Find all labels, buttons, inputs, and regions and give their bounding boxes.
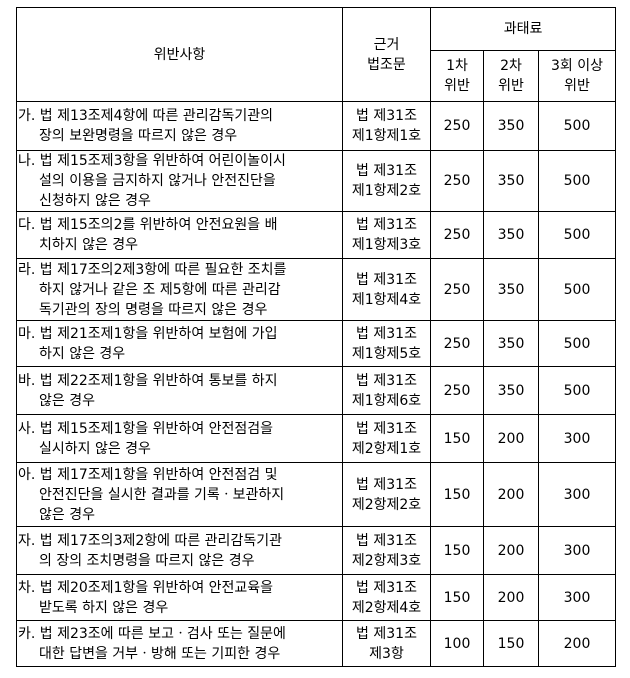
fine-second: 200 (483, 526, 539, 575)
fine-second: 200 (483, 414, 539, 463)
header-fine: 과태료 (429, 7, 617, 51)
fine-second: 200 (483, 574, 539, 621)
header-third: 3회 이상 위반 (537, 50, 617, 102)
table-row: 라. 법 제17조의2제3항에 따른 필요한 조치를 하지 않거나 같은 조 제5… (16, 258, 617, 321)
fine-third: 500 (537, 366, 617, 415)
law-cell: 법 제31조 제1항제5호 (342, 320, 431, 367)
violation-cell: 가. 법 제13조제4항에 따른 관리감독기관의 장의 보완명령을 따르지 않은 … (16, 101, 343, 151)
fine-first: 150 (430, 414, 484, 463)
fine-third: 500 (537, 258, 617, 321)
law-cell: 법 제31조 제2항제1호 (342, 414, 431, 463)
fine-first: 150 (430, 526, 484, 575)
violation-cell: 마. 법 제21조제1항을 위반하여 보험에 가입 하지 않은 경우 (16, 320, 343, 367)
fine-third: 300 (537, 526, 617, 575)
table-row: 마. 법 제21조제1항을 위반하여 보험에 가입 하지 않은 경우 법 제31조 제… (16, 320, 617, 367)
table-row: 사. 법 제15조제1항을 위반하여 안전점검을 실시하지 않은 경우 법 제31조… (16, 414, 617, 463)
header-second: 2차 위반 (483, 50, 539, 102)
fine-first: 150 (430, 574, 484, 621)
law-cell: 법 제31조 제2항제2호 (342, 462, 431, 527)
fine-second: 350 (483, 366, 539, 415)
fine-first: 250 (430, 211, 484, 259)
fine-second: 150 (483, 620, 539, 667)
fine-first: 100 (430, 620, 484, 667)
fine-third: 200 (537, 620, 617, 667)
fine-second: 200 (483, 462, 539, 527)
fine-second: 350 (483, 101, 539, 151)
table-row: 가. 법 제13조제4항에 따른 관리감독기관의 장의 보완명령을 따르지 않은 … (16, 101, 617, 151)
fine-third: 500 (537, 211, 617, 259)
fine-second: 350 (483, 211, 539, 259)
fine-second: 350 (483, 320, 539, 367)
fine-third: 500 (537, 320, 617, 367)
fine-third: 300 (537, 462, 617, 527)
violation-cell: 차. 법 제20조제1항을 위반하여 안전교육을 받도록 하지 않은 경우 (16, 574, 343, 621)
fine-first: 250 (430, 320, 484, 367)
fine-third: 500 (537, 101, 617, 151)
table-row: 아. 법 제17조제1항을 위반하여 안전점검 및 안전진단을 실시한 결과를 기… (16, 462, 617, 527)
table-row: 자. 법 제17조의3제2항에 따른 관리감독기관 의 장의 조치명령을 따르지 … (16, 526, 617, 575)
fine-second: 350 (483, 150, 539, 212)
table-row: 바. 법 제22조제1항을 위반하여 통보를 하지 않은 경우 법 제31조 제1항제… (16, 366, 617, 415)
law-cell: 법 제31조 제2항제3호 (342, 526, 431, 575)
header-basis: 근거 법조문 (342, 7, 431, 102)
table-row: 나. 법 제15조제3항을 위반하여 어린이놀이시 설의 이용을 금지하지 않거나… (16, 150, 617, 212)
fine-third: 500 (537, 150, 617, 212)
violation-cell: 아. 법 제17조제1항을 위반하여 안전점검 및 안전진단을 실시한 결과를 기… (16, 462, 343, 527)
violation-cell: 사. 법 제15조제1항을 위반하여 안전점검을 실시하지 않은 경우 (16, 414, 343, 463)
table-row: 다. 법 제15조의2를 위반하여 안전요원을 배 치하지 않은 경우 법 제31조… (16, 211, 617, 259)
law-cell: 법 제31조 제2항제4호 (342, 574, 431, 621)
violation-cell: 다. 법 제15조의2를 위반하여 안전요원을 배 치하지 않은 경우 (16, 211, 343, 259)
fine-first: 250 (430, 258, 484, 321)
fine-second: 350 (483, 258, 539, 321)
violation-cell: 자. 법 제17조의3제2항에 따른 관리감독기관 의 장의 조치명령을 따르지 … (16, 526, 343, 575)
law-cell: 법 제31조 제1항제1호 (342, 101, 431, 151)
law-cell: 법 제31조 제1항제2호 (342, 150, 431, 212)
law-cell: 법 제31조 제1항제4호 (342, 258, 431, 321)
violation-cell: 바. 법 제22조제1항을 위반하여 통보를 하지 않은 경우 (16, 366, 343, 415)
violation-cell: 라. 법 제17조의2제3항에 따른 필요한 조치를 하지 않거나 같은 조 제5… (16, 258, 343, 321)
fine-first: 250 (430, 101, 484, 151)
fine-first: 250 (430, 366, 484, 415)
header-first: 1차 위반 (430, 50, 484, 102)
fine-table: 위반사항 근거 법조문 과태료 1차 위반 2차 위반 3회 이상 위반 가. 법 제1… (16, 7, 617, 667)
law-cell: 법 제31조 제3항 (342, 620, 431, 667)
violation-cell: 카. 법 제23조에 따른 보고ㆍ검사 또는 질문에 대한 답변을 거부ㆍ방해 또… (16, 620, 343, 667)
fine-third: 300 (537, 574, 617, 621)
fine-first: 150 (430, 462, 484, 527)
law-cell: 법 제31조 제1항제6호 (342, 366, 431, 415)
law-cell: 법 제31조 제1항제3호 (342, 211, 431, 259)
violation-cell: 나. 법 제15조제3항을 위반하여 어린이놀이시 설의 이용을 금지하지 않거나… (16, 150, 343, 212)
table-row: 차. 법 제20조제1항을 위반하여 안전교육을 받도록 하지 않은 경우 법 제3… (16, 574, 617, 621)
fine-third: 300 (537, 414, 617, 463)
header-violation: 위반사항 (16, 7, 343, 102)
fine-first: 250 (430, 150, 484, 212)
table-row: 카. 법 제23조에 따른 보고ㆍ검사 또는 질문에 대한 답변을 거부ㆍ방해 또… (16, 620, 617, 667)
